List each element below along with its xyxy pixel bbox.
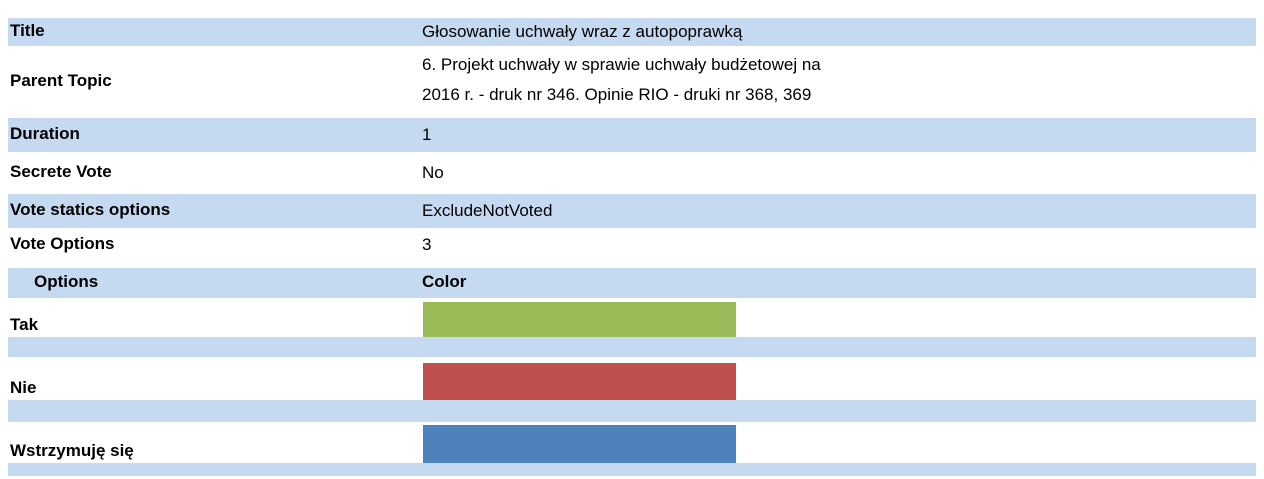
field-value: ExcludeNotVoted (422, 201, 553, 220)
options-header: Options Color (8, 268, 1256, 298)
option-row: Wstrzymuję się (8, 422, 1256, 463)
separator-band (8, 337, 1256, 357)
option-name: Wstrzymuję się (10, 441, 134, 460)
option-row: Nie (8, 357, 1256, 400)
field-label: Vote Options (10, 234, 115, 253)
field-row: Title Głosowanie uchwały wraz z autopopra… (8, 18, 1256, 46)
field-label: Duration (10, 124, 80, 143)
option-color (423, 425, 736, 463)
field-value: 6. Projekt uchwały w sprawie uchwały bud… (422, 55, 821, 104)
header-options: Options (34, 272, 99, 291)
option-name: Tak (10, 315, 39, 334)
option-color (423, 302, 736, 337)
field-row: Duration 1 (8, 118, 1256, 152)
field-value: Głosowanie uchwały wraz z autopoprawką (422, 22, 743, 41)
option-row: Tak (8, 298, 1256, 337)
header-color: Color (422, 272, 467, 291)
field-row: Vote Options 3 (8, 228, 1256, 262)
field-row: Vote statics options ExcludeNotVoted (8, 194, 1256, 228)
field-value: No (422, 163, 444, 182)
option-color (423, 363, 736, 400)
separator-band (8, 463, 1256, 476)
field-label: Title (10, 21, 45, 40)
field-row: Parent Topic 6. Projekt uchwały w sprawie… (8, 46, 1256, 118)
field-value: 1 (422, 125, 432, 144)
field-row: Secrete Vote No (8, 152, 1256, 194)
field-label: Vote statics options (10, 200, 171, 219)
field-label: Parent Topic (10, 71, 112, 90)
option-name: Nie (10, 378, 37, 397)
field-label: Secrete Vote (10, 162, 112, 181)
field-value: 3 (422, 235, 432, 254)
separator-band (8, 400, 1256, 422)
